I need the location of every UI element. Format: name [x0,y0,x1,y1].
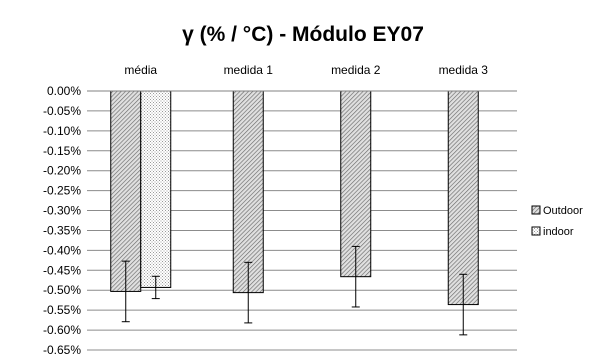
error-bar [151,275,160,300]
y-tick-label: -0.10% [43,124,81,138]
y-tick-label: -0.05% [43,104,81,118]
category-label: média [124,63,157,77]
legend-item-outdoor: Outdoor [531,205,583,217]
y-axis-tick-labels: 0.00% -0.05% -0.10% -0.15% -0.20% -0.25% -0.30… [43,84,81,356]
y-tick-label: -0.60% [43,323,81,337]
y-tick-label: -0.15% [43,144,81,158]
error-bar [121,260,130,323]
category-label: medida 3 [439,63,489,77]
error-bar [459,273,468,336]
bar-outdoor [232,90,264,294]
y-tick-label: 0.00% [47,84,81,98]
y-tick-label: -0.20% [43,164,81,178]
legend-label: Outdoor [543,205,583,217]
y-tick-label: -0.45% [43,263,81,277]
bar-outdoor [340,90,372,278]
category-label: medida 2 [331,63,381,77]
y-tick-label: -0.50% [43,283,81,297]
legend-label: indoor [543,226,574,238]
category-labels: média medida 1 medida 2 medida 3 [124,63,488,77]
error-bar [351,245,360,308]
legend: Outdoor indoor [531,205,583,238]
legend-item-indoor: indoor [531,226,574,238]
bar-indoor [140,90,172,288]
y-tick-label: -0.35% [43,223,81,237]
category-label: medida 1 [224,63,274,77]
legend-swatch [531,226,541,236]
y-tick-label: -0.30% [43,204,81,218]
y-tick-label: -0.25% [43,184,81,198]
error-bars [121,245,468,336]
error-bar [244,261,253,324]
y-tick-label: -0.65% [43,343,81,356]
y-tick-label: -0.40% [43,243,81,257]
bars [110,90,479,306]
bar-outdoor [447,90,479,306]
y-tick-label: -0.55% [43,303,81,317]
chart-title: γ (% / °C) - Módulo EY07 [182,23,424,46]
legend-swatch [531,205,541,215]
